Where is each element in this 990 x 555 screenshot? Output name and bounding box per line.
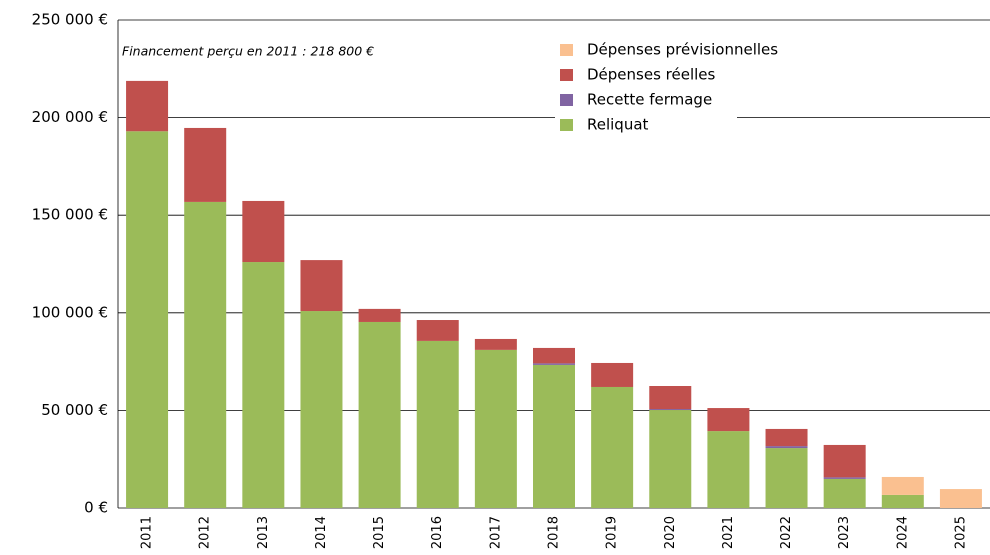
bar-segment [242, 200, 285, 263]
bar-segment [533, 364, 575, 508]
bar-segment [474, 349, 517, 508]
x-tick-label: 2013 [256, 516, 271, 549]
bar-segment [300, 311, 343, 508]
y-tick-label: 0 € [84, 499, 108, 517]
bar-segment [707, 431, 750, 508]
bar-segment [939, 489, 982, 508]
x-tick-label: 2011 [140, 516, 155, 549]
bar-segment [823, 478, 866, 508]
x-tick-label: 2018 [547, 516, 562, 549]
bar-segment [533, 347, 575, 364]
bar-segment [823, 444, 866, 478]
x-tick-label: 2024 [895, 516, 910, 549]
bar-segment [765, 446, 808, 449]
bar-segment [707, 408, 750, 432]
bar-segment [765, 428, 808, 447]
bar-segment [533, 363, 575, 365]
bar-segment [649, 386, 692, 410]
bar-segment [649, 410, 692, 508]
bar-segment [126, 131, 169, 508]
bar-segment [184, 201, 227, 509]
x-tick-label: 2015 [372, 516, 387, 549]
bar-segment [591, 386, 634, 508]
legend-label: Reliquat [587, 116, 649, 134]
bar-segment [765, 448, 808, 508]
bar-segment [126, 80, 169, 132]
legend-swatch [560, 44, 573, 56]
legend-box [555, 38, 737, 150]
legend-label: Recette fermage [587, 91, 712, 109]
bar-segment [881, 476, 924, 495]
legend-label: Dépenses réelles [587, 66, 716, 84]
x-tick-label: 2021 [721, 516, 736, 549]
legend-label: Dépenses prévisionnelles [587, 41, 778, 59]
x-tick-label: 2023 [837, 516, 852, 549]
x-tick-label: 2017 [488, 516, 503, 549]
legend-swatch [560, 94, 573, 106]
x-tick-label: 2016 [430, 516, 445, 549]
y-tick-label: 250 000 € [32, 11, 108, 29]
y-tick-label: 150 000 € [32, 206, 108, 224]
bar-segment [416, 320, 459, 341]
x-tick-label: 2022 [779, 516, 794, 549]
x-tick-label: 2014 [314, 516, 329, 549]
bar-segment [474, 338, 517, 350]
bar-segment [416, 340, 459, 508]
x-tick-label: 2019 [605, 516, 620, 549]
legend-swatch [560, 69, 573, 81]
y-tick-label: 50 000 € [41, 401, 108, 419]
bar-segment [300, 260, 343, 312]
bar-segment [242, 262, 285, 508]
x-tick-label: 2020 [663, 516, 678, 549]
bar-segment [184, 127, 227, 202]
bar-segment [358, 308, 401, 322]
x-tick-label: 2012 [198, 516, 213, 549]
bar-segment [591, 362, 634, 387]
y-tick-label: 200 000 € [32, 108, 108, 126]
x-tick-label: 2025 [953, 516, 968, 549]
bar-segment [881, 494, 924, 508]
bar-segment [649, 409, 692, 411]
legend-swatch [560, 119, 573, 131]
y-tick-label: 100 000 € [32, 303, 108, 321]
bar-segment [823, 477, 866, 479]
annotation: Financement perçu en 2011 : 218 800 € [122, 44, 374, 59]
bar-segment [358, 321, 401, 508]
